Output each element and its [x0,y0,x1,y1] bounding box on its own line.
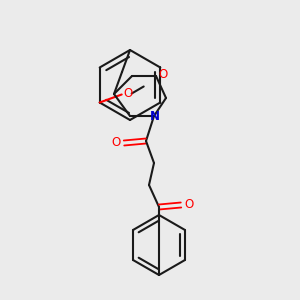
Text: N: N [150,110,160,124]
Text: O: O [112,136,121,149]
Text: O: O [158,68,167,82]
Text: O: O [124,87,133,100]
Text: O: O [184,199,193,212]
